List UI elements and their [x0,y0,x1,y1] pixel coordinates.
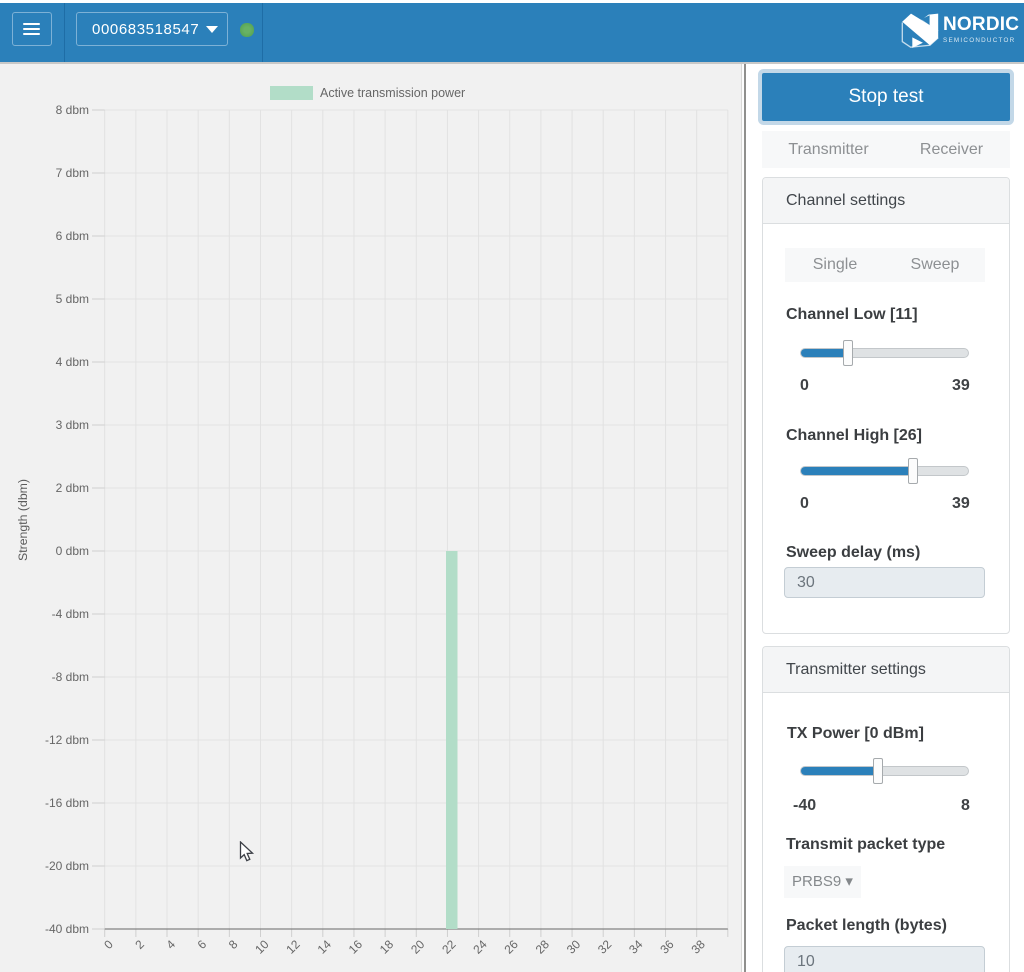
svg-text:16: 16 [346,937,366,957]
svg-text:3 dbm: 3 dbm [56,418,89,432]
svg-text:-16 dbm: -16 dbm [45,796,89,810]
svg-text:10: 10 [252,937,272,957]
svg-text:20: 20 [408,937,428,957]
svg-text:32: 32 [595,937,615,957]
svg-text:28: 28 [533,937,553,957]
svg-text:22: 22 [439,937,459,957]
svg-text:-40 dbm: -40 dbm [45,922,89,936]
svg-text:18: 18 [377,937,397,957]
svg-text:Active transmission power: Active transmission power [320,86,465,100]
svg-text:7 dbm: 7 dbm [56,166,89,180]
svg-text:4: 4 [164,937,179,952]
svg-text:6: 6 [195,937,210,952]
svg-text:0 dbm: 0 dbm [56,544,89,558]
svg-text:0: 0 [101,937,116,952]
svg-text:-4 dbm: -4 dbm [52,607,89,621]
svg-text:4 dbm: 4 dbm [56,355,89,369]
svg-text:38: 38 [688,937,708,957]
svg-text:-20 dbm: -20 dbm [45,859,89,873]
svg-text:12: 12 [283,937,303,957]
svg-text:Strength (dbm): Strength (dbm) [16,479,30,561]
svg-text:24: 24 [470,937,490,957]
svg-text:6 dbm: 6 dbm [56,229,89,243]
svg-text:-8 dbm: -8 dbm [52,670,89,684]
svg-text:30: 30 [564,937,584,957]
svg-text:36: 36 [657,937,677,957]
svg-text:5 dbm: 5 dbm [56,292,89,306]
svg-text:14: 14 [315,937,335,957]
svg-text:-12 dbm: -12 dbm [45,733,89,747]
svg-text:8: 8 [226,937,241,952]
svg-text:2: 2 [132,937,147,952]
svg-text:26: 26 [502,937,522,957]
svg-text:2 dbm: 2 dbm [56,481,89,495]
svg-text:8 dbm: 8 dbm [56,103,89,117]
svg-text:34: 34 [626,937,646,957]
